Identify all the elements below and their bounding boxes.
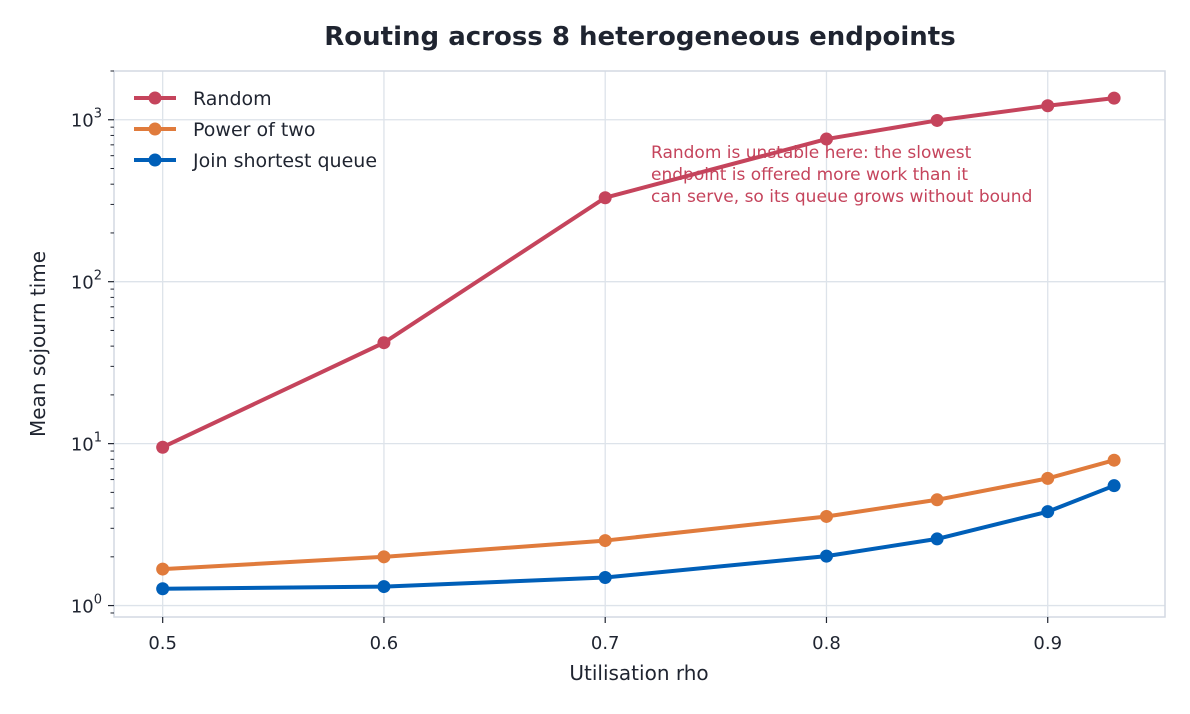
series-point-0: [377, 336, 391, 350]
y-tick-label: 102: [71, 269, 102, 294]
series-point-0: [1107, 91, 1121, 105]
series-point-2: [598, 571, 612, 585]
grid: [114, 71, 1165, 617]
chart-title: Routing across 8 heterogeneous endpoints: [324, 22, 955, 52]
x-axis-label: Utilisation rho: [569, 661, 708, 685]
series-point-0: [156, 440, 170, 454]
series-point-1: [1041, 471, 1055, 485]
y-axis-label: Mean sojourn time: [26, 251, 50, 437]
y-tick-label: 100: [71, 593, 102, 618]
legend-label: Random: [193, 88, 272, 110]
x-tick-label: 0.8: [812, 633, 841, 654]
series-point-1: [930, 493, 944, 507]
axes: 0.5 0.6 0.7 0.8 0.9 100 101 102 103: [71, 70, 1062, 654]
series-point-0: [930, 113, 944, 127]
series-point-1: [598, 534, 612, 548]
series-point-1: [156, 562, 170, 576]
legend-label: Power of two: [193, 119, 315, 141]
legend: Random Power of two Join shortest queue: [134, 88, 377, 172]
legend-label: Join shortest queue: [192, 150, 377, 172]
series-point-2: [1107, 479, 1121, 493]
legend-swatch-marker: [148, 122, 162, 136]
legend-swatch-marker: [148, 153, 162, 167]
annotation-line: Random is unstable here: the slowest: [651, 143, 972, 163]
series-point-0: [819, 132, 833, 146]
series-point-2: [377, 580, 391, 594]
annotation: Random is unstable here: the slowestendp…: [651, 143, 1032, 207]
series-point-1: [377, 550, 391, 564]
series-point-0: [598, 191, 612, 205]
series-point-1: [1107, 453, 1121, 467]
series-point-0: [1041, 99, 1055, 113]
y-tick-label: 101: [71, 431, 102, 456]
x-tick-label: 0.9: [1033, 633, 1062, 654]
annotation-line: can serve, so its queue grows without bo…: [651, 187, 1032, 207]
series-point-1: [819, 509, 833, 523]
series-point-2: [819, 549, 833, 563]
x-tick-label: 0.5: [148, 633, 177, 654]
x-tick-label: 0.6: [370, 633, 399, 654]
series-point-2: [1041, 505, 1055, 519]
y-tick-label: 103: [71, 107, 102, 132]
annotation-line: endpoint is offered more work than it: [651, 165, 968, 185]
legend-swatch-marker: [148, 91, 162, 105]
series-line-1: [160, 458, 1117, 572]
series-group: [156, 91, 1121, 596]
series-point-2: [930, 532, 944, 546]
series-point-2: [156, 582, 170, 596]
x-tick-label: 0.7: [591, 633, 620, 654]
plot-frame: [113, 70, 1166, 618]
